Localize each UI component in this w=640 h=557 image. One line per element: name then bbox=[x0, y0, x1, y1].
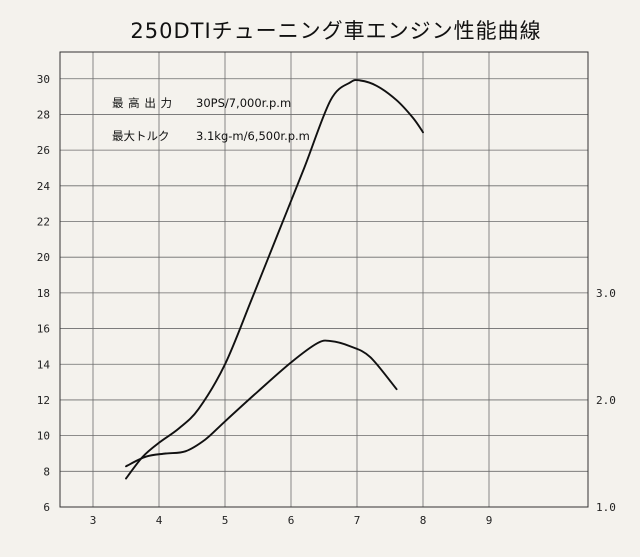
y-tick-label: 18 bbox=[37, 287, 50, 300]
chart-title: 250DTⅠチューニング車エンジン性能曲線 bbox=[130, 19, 541, 43]
y-axis-ticks: 6 8 10 12 14 16 18 20 22 24 26 28 30 bbox=[37, 73, 51, 514]
x-axis-ticks: 3 4 5 6 7 8 9 bbox=[90, 514, 493, 527]
max-power-label: 最高出力 bbox=[112, 96, 172, 110]
y-tick-label: 30 bbox=[37, 73, 50, 86]
y-tick-label: 26 bbox=[37, 144, 50, 157]
x-tick-label: 4 bbox=[156, 514, 163, 527]
series-layer bbox=[125, 79, 424, 480]
x-tick-label: 3 bbox=[90, 514, 97, 527]
y2-tick-label: 1.0 bbox=[596, 501, 616, 514]
y-tick-label: 10 bbox=[37, 430, 50, 443]
plot-frame bbox=[59, 51, 589, 508]
x-tick-label: 5 bbox=[222, 514, 229, 527]
y-tick-label: 20 bbox=[37, 251, 50, 264]
power-curve bbox=[125, 79, 424, 480]
y2-tick-label: 2.0 bbox=[596, 394, 616, 407]
x-tick-label: 8 bbox=[420, 514, 427, 527]
max-power-value: 30PS/7,000r.p.m bbox=[196, 96, 291, 110]
x-tick-label: 9 bbox=[486, 514, 493, 527]
y-tick-label: 8 bbox=[43, 465, 50, 478]
y2-axis-ticks: 1.0 2.0 3.0 bbox=[596, 287, 616, 514]
max-torque-value: 3.1kg-m/6,500r.p.m bbox=[196, 129, 310, 143]
y-tick-label: 14 bbox=[37, 358, 51, 371]
y-tick-label: 12 bbox=[37, 394, 50, 407]
y-tick-label: 16 bbox=[37, 323, 50, 336]
y2-tick-label: 3.0 bbox=[596, 287, 616, 300]
y-tick-label: 6 bbox=[43, 501, 50, 514]
y-tick-label: 28 bbox=[37, 108, 50, 121]
x-tick-label: 7 bbox=[354, 514, 361, 527]
y-tick-label: 22 bbox=[37, 216, 50, 229]
max-torque-label: 最大トルク bbox=[112, 129, 170, 143]
grid bbox=[60, 52, 588, 508]
torque-curve bbox=[125, 339, 398, 468]
y-tick-label: 24 bbox=[37, 180, 51, 193]
x-tick-label: 6 bbox=[288, 514, 295, 527]
